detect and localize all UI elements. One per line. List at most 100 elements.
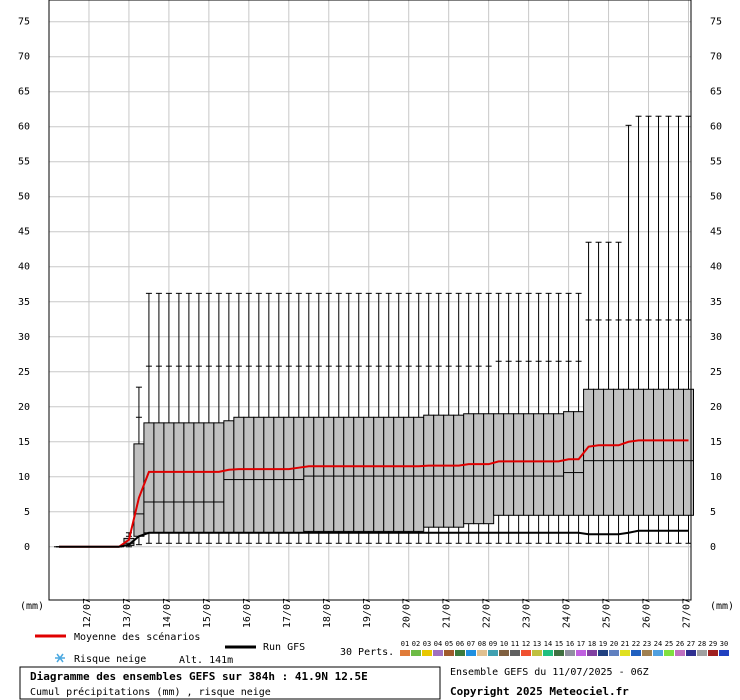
box-body — [593, 388, 605, 516]
y2-tick-label: 75 — [710, 17, 722, 28]
perturbation-label: 26 — [676, 640, 684, 648]
x-tick-label: 26/07 — [642, 598, 653, 628]
box-body — [553, 413, 565, 516]
y2-tick-label: 70 — [710, 52, 722, 63]
box-body — [293, 416, 305, 534]
perturbation-label: 12 — [522, 640, 530, 648]
box-body — [333, 416, 345, 532]
perturbation-label: 02 — [412, 640, 420, 648]
x-tick-label: 19/07 — [362, 598, 373, 628]
box — [503, 292, 515, 544]
x-tick-label: 13/07 — [122, 598, 133, 628]
y2-tick-label: 0 — [710, 542, 716, 553]
box-body — [173, 422, 185, 534]
perturbation-swatch — [554, 650, 564, 656]
perturbation-label: 22 — [632, 640, 640, 648]
perturbation-swatch — [664, 650, 674, 656]
perturbation-swatch — [400, 650, 410, 656]
box-body — [533, 413, 545, 516]
x-tick-label: 12/07 — [82, 598, 93, 628]
perturbation-label: 29 — [709, 640, 717, 648]
box-body — [473, 413, 485, 525]
box-body — [423, 414, 435, 528]
y-tick-label: 65 — [18, 87, 30, 98]
y-tick-label: 60 — [18, 122, 30, 133]
box-body — [643, 388, 655, 516]
x-tick-label: 15/07 — [202, 598, 213, 628]
legend-label: Moyenne des scénarios — [74, 631, 200, 643]
perturbation-label: 14 — [544, 640, 552, 648]
y2-tick-label: 15 — [710, 437, 722, 448]
perturbation-legend: 01 02 03 04 05 06 07 08 09 10 11 12 13 14 15 16 17 18 19 20… — [400, 640, 729, 656]
x-tick-label: 18/07 — [322, 598, 333, 628]
perturbation-label: 10 — [500, 640, 508, 648]
snow-icon — [55, 653, 65, 663]
box-body — [573, 411, 585, 516]
box-body — [283, 416, 295, 534]
y-tick-label: 50 — [18, 192, 30, 203]
box-body — [393, 416, 405, 532]
y-tick-label: 35 — [18, 297, 30, 308]
perturbation-swatch — [653, 650, 663, 656]
y-tick-label: 75 — [18, 17, 30, 28]
perturbation-swatch — [719, 650, 729, 656]
copyright: Copyright 2025 Meteociel.fr — [450, 685, 629, 698]
y-tick-label: 70 — [18, 52, 30, 63]
box-body — [653, 388, 665, 516]
box-body — [383, 416, 395, 532]
perturbation-swatch — [675, 650, 685, 656]
perturbation-swatch — [576, 650, 586, 656]
perturbation-swatch — [620, 650, 630, 656]
perturbation-label: 18 — [588, 640, 596, 648]
x-tick-label: 22/07 — [482, 598, 493, 628]
y2-tick-label: 60 — [710, 122, 722, 133]
box-body — [493, 413, 505, 516]
box — [353, 292, 365, 544]
perturbation-label: 19 — [599, 640, 607, 648]
y2-tick-label: 25 — [710, 367, 722, 378]
box-body — [153, 422, 165, 534]
y2-tick-label: 20 — [710, 402, 722, 413]
box-body — [313, 416, 325, 532]
perturbation-swatch — [686, 650, 696, 656]
perturbation-swatch — [433, 650, 443, 656]
perturbation-label: 13 — [533, 640, 541, 648]
box-body — [433, 414, 445, 528]
box-body — [263, 416, 275, 534]
perturbation-label: 09 — [489, 640, 497, 648]
perturbation-swatch — [708, 650, 718, 656]
x-tick-label: 20/07 — [402, 598, 413, 628]
perturbation-swatch — [697, 650, 707, 656]
perturbation-swatch — [510, 650, 520, 656]
box-body — [603, 388, 615, 516]
perturbation-swatch — [422, 650, 432, 656]
y-tick-label: 10 — [18, 472, 30, 483]
plot-area — [49, 0, 695, 600]
y-tick-label: 25 — [18, 367, 30, 378]
box-body — [193, 422, 205, 534]
box-body — [463, 413, 475, 525]
box-body — [413, 416, 425, 532]
box-body — [683, 388, 695, 516]
y2-tick-label: 65 — [710, 87, 722, 98]
box-body — [663, 388, 675, 516]
y-tick-label: 5 — [24, 507, 30, 518]
y2-tick-label: 35 — [710, 297, 722, 308]
box-body — [613, 388, 625, 516]
x-tick-label: 25/07 — [602, 598, 613, 628]
box-body — [233, 416, 245, 534]
perturbation-label: 23 — [643, 640, 651, 648]
box-body — [143, 422, 155, 534]
box-body — [343, 416, 355, 532]
y2-tick-label: 55 — [710, 157, 722, 168]
y-tick-label: 20 — [18, 402, 30, 413]
box-body — [403, 416, 415, 532]
perturbation-label: 01 — [401, 640, 409, 648]
perturbation-label: 30 — [720, 640, 728, 648]
x-tick-label: 17/07 — [282, 598, 293, 628]
box-body — [363, 416, 375, 532]
perturbation-swatch — [587, 650, 597, 656]
perturbation-label: 21 — [621, 640, 629, 648]
title-box — [19, 666, 441, 700]
perturbation-label: 15 — [555, 640, 563, 648]
